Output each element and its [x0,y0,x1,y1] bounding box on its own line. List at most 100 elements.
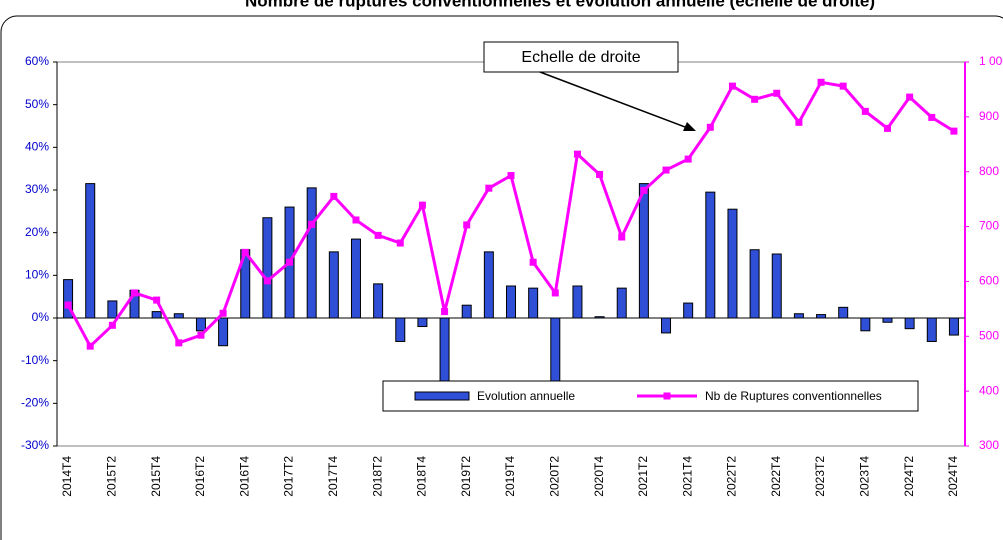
x-tick-label: 2020T4 [592,456,606,497]
line-marker [418,201,426,209]
line-marker [197,331,205,339]
line-marker [684,155,692,163]
bar [882,317,893,323]
bar [616,287,627,319]
bar [816,314,827,319]
chart-title: Nombre de ruptures conventionnelles et é… [245,0,875,10]
bar [926,317,937,342]
line-marker [86,342,94,350]
y-tick-label: 10% [25,268,49,282]
x-tick-label: 2022T4 [769,456,783,497]
bar [506,285,516,319]
x-tick-label: 2019T2 [459,456,473,497]
bar [107,300,118,319]
bar [638,183,649,319]
bar [218,317,229,347]
y-tick-label: 0% [32,310,50,324]
legend-swatch [414,391,470,401]
bar [838,306,849,319]
bar [749,249,760,319]
bar [727,208,738,319]
y-tick-label: 40% [25,140,49,154]
line-marker [441,308,449,316]
line-marker [485,184,493,192]
line-marker [928,113,936,121]
bar [63,279,74,319]
y2-tick-label: 800 [979,164,999,178]
x-tick-label: 2018T4 [415,456,429,497]
bar [306,187,317,319]
line-marker [861,107,869,115]
line-marker [596,170,604,178]
line-marker [64,301,72,309]
line-marker [728,82,736,90]
line-marker [352,216,360,224]
annotation-box [483,41,679,73]
x-tick-label: 2023T2 [813,456,827,497]
y2-tick-label: 400 [979,383,999,397]
line-marker [286,258,294,266]
x-tick-label: 2024T4 [946,456,960,497]
line-marker [883,124,891,132]
bar [439,317,450,389]
bar [328,251,339,319]
line-marker [640,186,648,194]
y-tick-label: -10% [21,353,49,367]
line-marker [396,239,404,247]
line-marker [507,172,515,180]
line-marker [463,221,471,229]
line-marker [153,296,161,304]
x-tick-label: 2016T4 [237,456,251,497]
y2-tick-label: 900 [979,109,999,123]
y-tick-label: 20% [25,225,49,239]
x-tick-label: 2019T4 [503,456,517,497]
y2-tick-label: 1 000 [979,54,1003,68]
x-tick-label: 2015T2 [105,456,119,497]
bar [771,253,782,319]
chart-border [0,15,1003,540]
line-marker [175,339,183,347]
line-marker [263,277,271,285]
line-marker [108,321,116,329]
bar [173,313,184,319]
line-marker [529,258,537,266]
bar [395,317,406,342]
bar [350,238,361,319]
line-marker [241,248,249,256]
line-marker [906,93,914,101]
bar [572,285,583,319]
line-marker [662,166,670,174]
annotation-arrow [539,71,694,131]
bar [860,317,871,332]
bar [373,283,384,319]
bar [705,191,716,319]
x-tick-label: 2024T2 [902,456,916,497]
bar [195,317,206,332]
bar [483,251,494,319]
y-tick-label: 50% [25,97,49,111]
line-marker [795,118,803,126]
legend-label: Nb de Ruptures conventionnelles [705,389,882,403]
y2-tick-label: 500 [979,328,999,342]
bar [262,217,273,319]
bar [85,183,96,319]
legend-label: Evolution annuelle [477,389,575,403]
line-marker [308,220,316,228]
x-tick-label: 2018T2 [370,456,384,497]
line-marker [618,233,626,241]
y2-tick-label: 300 [979,438,999,452]
bar [461,304,472,319]
line-marker [573,150,581,158]
legend-marker [663,392,671,400]
bar [793,313,804,319]
annotation: Echelle de droite [521,49,640,66]
x-tick-label: 2014T4 [60,456,74,497]
line-marker [551,289,559,297]
line-marker [773,89,781,97]
bar [661,317,672,334]
x-tick-label: 2020T2 [547,456,561,497]
bar [904,317,915,330]
x-tick-label: 2017T2 [282,456,296,497]
